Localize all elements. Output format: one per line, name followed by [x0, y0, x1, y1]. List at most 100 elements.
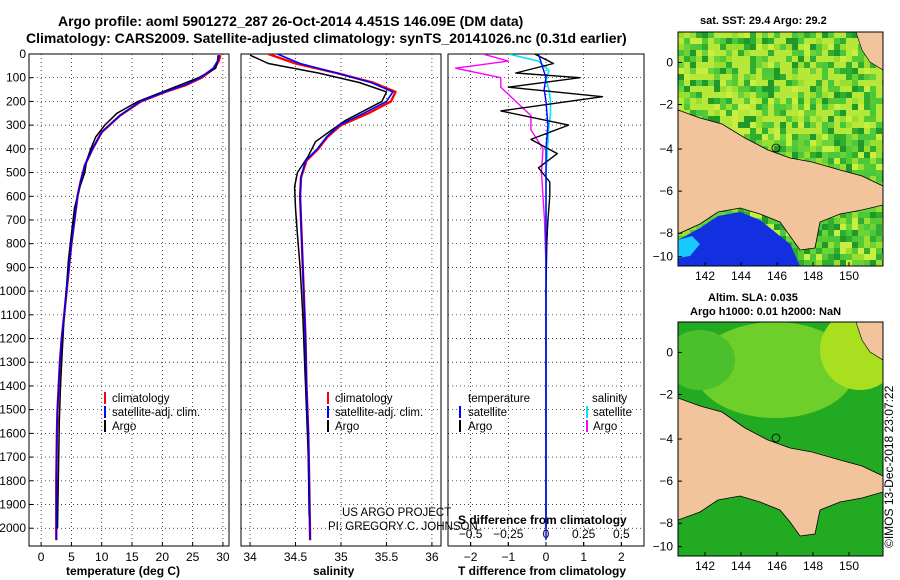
sst-pixel	[738, 56, 744, 62]
sst-pixel	[792, 242, 798, 248]
sst-pixel	[840, 212, 846, 218]
temperature-difference-tick-label: −2	[464, 550, 478, 564]
sst-pixel	[864, 212, 870, 218]
sst-pixel	[732, 116, 738, 122]
sst-pixel	[822, 86, 828, 92]
salinity-tick-label: 34	[243, 550, 257, 564]
sst-pixel	[786, 62, 792, 68]
sst-pixel	[810, 44, 816, 50]
sst-pixel	[786, 110, 792, 116]
sst-pixel	[714, 68, 720, 74]
legend-sal-argo-label: Argo	[593, 421, 617, 433]
sst-pixel	[768, 122, 774, 128]
sst-pixel	[726, 68, 732, 74]
sst-pixel	[744, 104, 750, 110]
sst-pixel	[774, 122, 780, 128]
sst-pixel	[846, 98, 852, 104]
sst-pixel	[702, 50, 708, 56]
sst-pixel	[798, 62, 804, 68]
map-latitude-tick-label: −4	[659, 142, 673, 156]
sst-pixel	[840, 62, 846, 68]
sst-pixel	[834, 158, 840, 164]
sst-pixel	[864, 254, 870, 260]
credit-line-2: PI: GREGORY C. JOHNSON	[328, 521, 478, 533]
sst-pixel	[756, 56, 762, 62]
sst-pixel	[840, 260, 846, 266]
sst-pixel	[780, 146, 786, 152]
sst-pixel	[696, 224, 702, 230]
sst-pixel	[792, 152, 798, 158]
sst-pixel	[816, 110, 822, 116]
sst-pixel	[864, 110, 870, 116]
depth-tick-label: 2000	[0, 521, 26, 535]
sst-pixel	[696, 68, 702, 74]
sst-pixel	[702, 98, 708, 104]
sst-pixel	[834, 68, 840, 74]
sst-pixel	[852, 218, 858, 224]
sst-pixel	[876, 98, 882, 104]
sst-pixel	[786, 140, 792, 146]
sst-pixel	[840, 32, 846, 38]
sst-pixel	[846, 50, 852, 56]
sst-pixel	[780, 32, 786, 38]
sst-pixel	[804, 74, 810, 80]
depth-tick-label: 400	[6, 142, 26, 156]
sst-pixel	[792, 104, 798, 110]
sst-pixel	[750, 92, 756, 98]
sst-pixel	[876, 248, 882, 254]
sst-pixel	[828, 62, 834, 68]
depth-tick-label: 1000	[0, 284, 26, 298]
sst-pixel	[780, 68, 786, 74]
sst-pixel	[768, 128, 774, 134]
sst-pixel	[768, 224, 774, 230]
sst-pixel	[846, 92, 852, 98]
sst-pixel	[828, 44, 834, 50]
sst-pixel	[810, 104, 816, 110]
sst-pixel	[720, 80, 726, 86]
sst-pixel	[690, 38, 696, 44]
sst-pixel	[696, 104, 702, 110]
sst-pixel	[828, 110, 834, 116]
map-latitude-tick-label: −10	[653, 250, 674, 264]
sst-pixel	[846, 62, 852, 68]
sst-pixel	[822, 68, 828, 74]
sst-pixel	[876, 170, 882, 176]
sst-pixel	[864, 134, 870, 140]
sst-pixel	[876, 86, 882, 92]
sst-pixel	[798, 248, 804, 254]
sst-pixel	[786, 104, 792, 110]
sst-pixel	[774, 98, 780, 104]
sst-pixel	[684, 80, 690, 86]
sst-pixel	[792, 140, 798, 146]
sst-pixel	[744, 134, 750, 140]
sst-pixel	[786, 38, 792, 44]
sst-pixel	[810, 254, 816, 260]
sst-pixel	[714, 32, 720, 38]
sst-pixel	[756, 116, 762, 122]
sst-pixel	[852, 50, 858, 56]
sst-pixel	[822, 254, 828, 260]
sst-pixel	[780, 140, 786, 146]
sst-pixel	[858, 248, 864, 254]
sst-pixel	[858, 110, 864, 116]
sst-pixel	[804, 134, 810, 140]
sst-pixel	[810, 80, 816, 86]
sst-pixel	[846, 110, 852, 116]
sst-pixel	[786, 74, 792, 80]
sst-pixel	[858, 218, 864, 224]
sst-pixel	[876, 140, 882, 146]
salinity-difference-tick-label: 0.5	[613, 527, 630, 541]
sst-pixel	[828, 32, 834, 38]
sst-pixel	[822, 260, 828, 266]
sst-pixel	[738, 32, 744, 38]
sst-pixel	[822, 122, 828, 128]
temperature-difference-satellite-line	[537, 54, 549, 541]
sst-pixel	[804, 56, 810, 62]
sst-pixel	[744, 56, 750, 62]
sst-pixel	[834, 218, 840, 224]
sst-pixel	[822, 134, 828, 140]
sst-pixel	[678, 38, 684, 44]
sst-pixel	[720, 56, 726, 62]
depth-tick-label: 1300	[0, 355, 26, 369]
sst-pixel	[780, 116, 786, 122]
